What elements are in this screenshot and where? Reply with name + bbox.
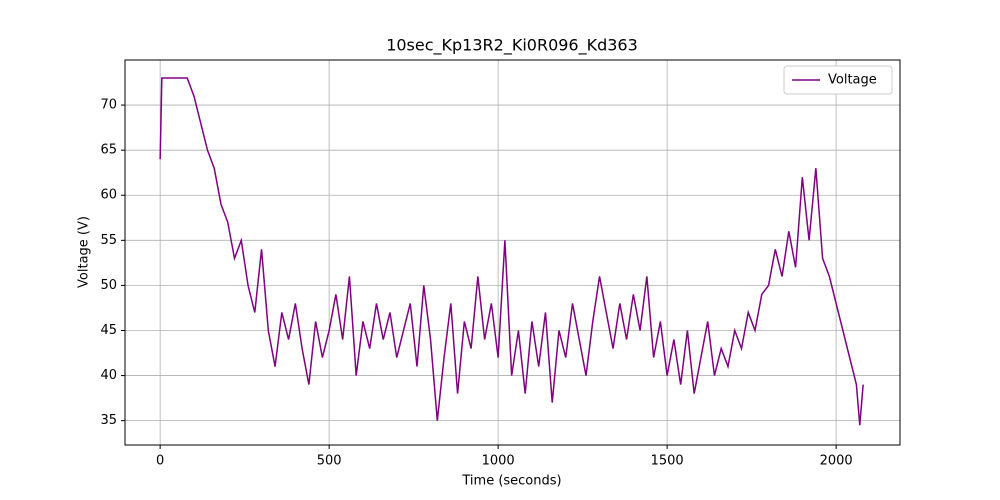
y-axis-label: Voltage (V): [77, 216, 92, 288]
x-tick-label: 2000: [820, 454, 853, 469]
y-tick-label: 70: [100, 98, 117, 113]
x-tick-label: 0: [156, 454, 164, 469]
plot-frame: [124, 59, 901, 446]
x-tick-label: 1500: [651, 454, 684, 469]
y-tick-label: 60: [100, 188, 117, 203]
x-axis-label: Time (seconds): [461, 474, 561, 489]
y-tick-label: 50: [100, 278, 117, 293]
y-tick-label: 35: [100, 413, 117, 428]
y-tick-label: 65: [100, 143, 117, 158]
data-line: [159, 77, 864, 426]
y-tick-label: 40: [100, 368, 117, 383]
legend-box: [783, 65, 893, 95]
y-tick-label: 45: [100, 323, 117, 338]
legend-label: Voltage: [828, 73, 877, 88]
x-tick-label: 1000: [482, 454, 515, 469]
x-tick-label: 500: [317, 454, 342, 469]
chart-title: 10sec_Kp13R2_Ki0R096_Kd363: [386, 36, 638, 56]
y-tick-label: 55: [100, 233, 117, 248]
